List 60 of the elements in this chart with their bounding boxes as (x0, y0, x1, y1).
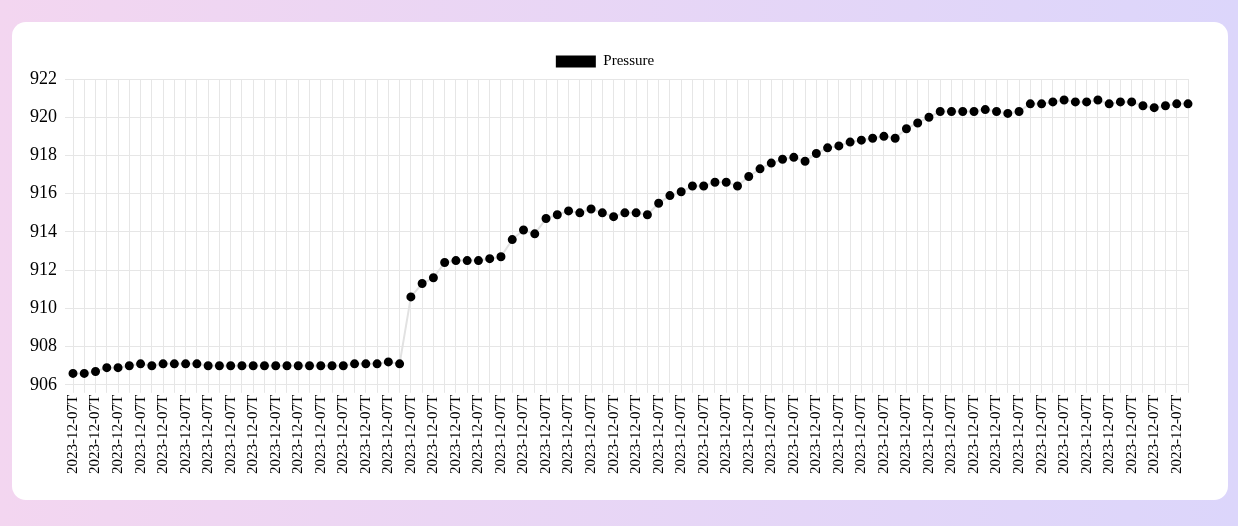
x-tick-label: 2023-12-07T (491, 394, 508, 474)
x-tick-label: 2023-12-07T (1077, 394, 1094, 474)
x-tick-label: 2023-12-07T (829, 394, 846, 474)
x-tick-label: 2023-12-07T (1010, 394, 1026, 474)
x-tick-label: 2023-12-07T (469, 394, 486, 474)
x-tick-label: 2023-12-07T (311, 394, 328, 474)
x-tick-label: 2023-12-07T (964, 394, 981, 474)
x-tick-label: 2023-12-07T (942, 394, 959, 474)
y-tick-label: 914 (30, 220, 57, 241)
y-tick-label: 908 (30, 335, 57, 356)
x-tick-label: 2023-12-07T (424, 394, 441, 474)
x-tick-label: 2023-12-07T (334, 394, 351, 474)
x-tick-label: 2023-12-07T (154, 394, 171, 474)
x-tick-label: 2023-12-07T (221, 394, 238, 474)
x-tick-label: 2023-12-07T (874, 394, 891, 474)
x-tick-label: 2023-12-07T (1122, 394, 1139, 474)
x-tick-label: 2023-12-07T (717, 394, 734, 474)
x-tick-label: 2023-12-07T (131, 394, 148, 474)
x-tick-label: 2023-12-07T (379, 394, 396, 474)
x-tick-label: 2023-12-07T (1032, 394, 1049, 474)
x-tick-label: 2023-12-07T (1100, 394, 1117, 474)
x-tick-label: 2023-12-07T (244, 394, 261, 474)
y-tick-label: 918 (30, 144, 57, 165)
y-tick-label: 910 (30, 297, 57, 318)
x-tick-label: 2023-12-07T (446, 394, 463, 474)
x-tick-label: 2023-12-07T (649, 394, 666, 474)
x-tick-label: 2023-12-07T (852, 394, 869, 474)
x-tick-label: 2023-12-07T (559, 394, 576, 474)
y-tick-label: 920 (30, 105, 57, 126)
x-tick-label: 2023-12-07T (108, 394, 125, 474)
x-tick-label: 2023-12-07T (1145, 394, 1162, 474)
x-tick-label: 2023-12-07T (919, 394, 936, 474)
x-tick-label: 2023-12-07T (401, 394, 418, 474)
x-tick-label: 2023-12-07T (289, 394, 306, 474)
y-tick-label: 922 (30, 67, 57, 88)
x-tick-label: 2023-12-07T (739, 394, 756, 474)
x-tick-label: 2023-12-07T (1055, 394, 1072, 474)
x-tick-label: 2023-12-07T (582, 394, 599, 474)
x-tick-label: 2023-12-07T (897, 394, 914, 474)
x-tick-label: 2023-12-07T (86, 394, 103, 474)
x-tick-label: 2023-12-07T (199, 394, 216, 474)
x-tick-label: 2023-12-07T (514, 394, 531, 474)
x-tick-label: 2023-12-07T (266, 394, 283, 474)
x-tick-label: 2023-12-07T (672, 394, 689, 474)
y-tick-label: 906 (30, 373, 57, 394)
x-tick-label: 2023-12-07T (987, 394, 1004, 474)
x-tick-label: 2023-12-07T (536, 394, 553, 474)
y-tick-label: 916 (30, 182, 57, 203)
legend-label: Pressure (603, 52, 655, 69)
x-tick-label: 2023-12-07T (694, 394, 711, 474)
x-tick-label: 2023-12-07T (604, 394, 621, 474)
x-tick-label: 2023-12-07T (63, 394, 80, 474)
x-tick-label: 2023-12-07T (762, 394, 779, 474)
y-tick-label: 912 (30, 258, 57, 279)
x-tick-label: 2023-12-07T (356, 394, 373, 474)
x-tick-label: 2023-12-07T (176, 394, 193, 474)
x-tick-label: 2023-12-07T (1167, 394, 1184, 474)
x-tick-label: 2023-12-07T (807, 394, 824, 474)
x-tick-label: 2023-12-07T (627, 394, 644, 474)
x-tick-label: 2023-12-07T (784, 394, 801, 474)
